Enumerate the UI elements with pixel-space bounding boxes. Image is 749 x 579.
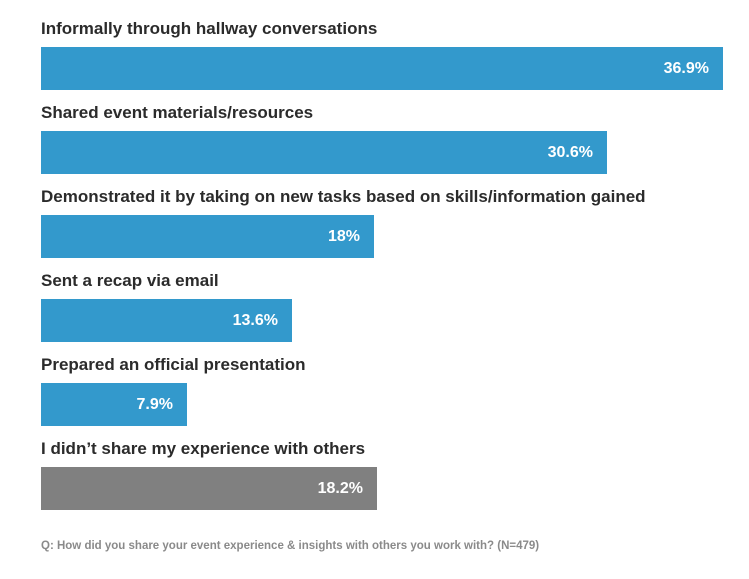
bar: 30.6% — [41, 131, 607, 174]
category-label: Shared event materials/resources — [41, 103, 314, 122]
bar: 13.6% — [41, 299, 292, 342]
bar-value-label: 13.6% — [232, 312, 278, 329]
survey-question-footnote: Q: How did you share your event experien… — [41, 540, 540, 552]
bar: 7.9% — [41, 383, 187, 426]
category-label: Informally through hallway conversations — [41, 19, 378, 38]
bar-value-label: 18.2% — [317, 480, 363, 497]
bar: 18% — [41, 215, 374, 258]
bar: 36.9% — [41, 47, 723, 90]
bar-value-label: 7.9% — [136, 396, 173, 413]
category-label: I didn’t share my experience with others — [41, 439, 366, 458]
category-label: Sent a recap via email — [41, 271, 219, 290]
category-label: Demonstrated it by taking on new tasks b… — [41, 187, 646, 206]
bar-value-label: 36.9% — [663, 60, 709, 77]
bar-value-label: 30.6% — [547, 144, 593, 161]
bar: 18.2% — [41, 467, 377, 510]
category-label: Prepared an official presentation — [41, 355, 306, 374]
bar-value-label: 18% — [327, 228, 360, 245]
